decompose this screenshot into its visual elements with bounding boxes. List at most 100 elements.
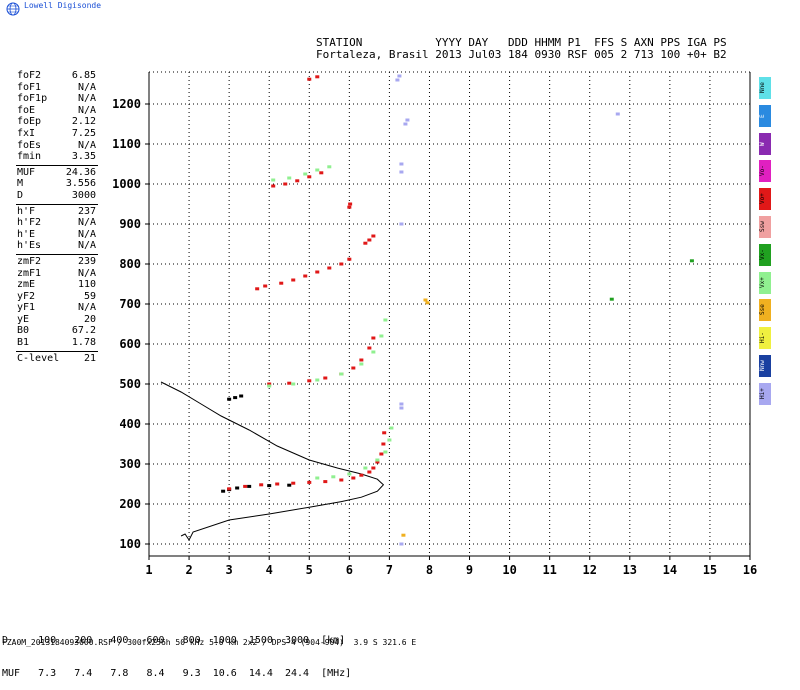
echo-point [359, 473, 364, 477]
param-name: yF1 [17, 302, 36, 314]
echo-point [323, 480, 328, 484]
echo-point [375, 458, 380, 462]
param-row: foEs N/A [0, 140, 98, 152]
echo-point [689, 259, 694, 263]
param-row: foF2 6.85 [0, 70, 98, 82]
echo-point [291, 278, 296, 282]
echo-point [243, 484, 248, 488]
echo-point [287, 483, 292, 487]
x-tick-label: 5 [306, 563, 313, 577]
muf-table-distance-row: D 100 200 400 600 800 1000 1500 3000 [km… [2, 635, 346, 646]
legend-item: Vx- [759, 243, 771, 266]
ionogram-plot: 1 2 3 4 5 6 7 8 9 10 11 12 13 14 15 1610020030040050060… [112, 71, 757, 577]
param-row: M 3.556 [0, 178, 98, 190]
param-value: 239 [77, 255, 96, 267]
echo-point [233, 396, 238, 400]
echo-point [247, 484, 252, 488]
params-separator [16, 164, 98, 166]
legend-item: Hi- [759, 327, 771, 350]
echo-point [295, 179, 300, 183]
param-row: yE 20 [0, 314, 98, 326]
echo-point [307, 480, 312, 484]
legend-item: Vo+ [759, 188, 771, 211]
echo-traces [221, 74, 694, 546]
param-row: zmF2 239 [0, 256, 98, 268]
legend-item: Nne [759, 77, 771, 99]
echo-point [359, 358, 364, 362]
param-name: fxI [17, 127, 36, 139]
echo-point [255, 287, 260, 291]
y-tick-label: 200 [119, 497, 141, 511]
echo-point [348, 202, 353, 206]
param-name: zmF1 [17, 267, 42, 279]
echo-point [397, 74, 402, 78]
echo-point [339, 478, 344, 482]
echo-point [363, 241, 368, 245]
echo-point [399, 162, 404, 166]
param-name: B0 [17, 325, 30, 337]
y-tick-label: 1000 [112, 177, 141, 191]
param-name: zmF2 [17, 255, 42, 267]
param-row: fxI 7.25 [0, 128, 98, 140]
muf-table-muf-row: MUF 7.3 7.4 7.8 8.4 9.3 10.6 14.4 24.4 [… [2, 668, 352, 679]
param-row: yF2 59 [0, 291, 98, 303]
echo-point [291, 382, 296, 386]
echo-point [399, 542, 404, 546]
echo-point [267, 384, 272, 388]
echo-point [227, 397, 232, 401]
x-tick-label: 1 [145, 563, 152, 577]
param-row: h'Es N/A [0, 240, 98, 252]
param-name: M [17, 178, 24, 190]
param-row: h'E N/A [0, 229, 98, 241]
echo-point [399, 406, 404, 410]
x-tick-label: 11 [542, 563, 556, 577]
x-tick-label: 6 [346, 563, 353, 577]
echo-point [399, 402, 404, 406]
y-tick-label: 500 [119, 377, 141, 391]
param-value: 21 [83, 352, 96, 364]
param-value: 110 [77, 279, 96, 291]
density-profile [160, 381, 385, 541]
x-tick-label: 3 [226, 563, 233, 577]
param-name: h'E [17, 228, 36, 240]
echo-point [239, 394, 244, 398]
x-tick-label: 4 [266, 563, 273, 577]
echo-point [375, 460, 380, 464]
params-separator [16, 203, 98, 205]
echo-point [351, 476, 356, 480]
param-row: MUF 24.36 [0, 167, 98, 179]
echo-point [367, 238, 372, 242]
echo-point [371, 466, 376, 470]
legend-item: Nnw [759, 354, 771, 377]
param-value: N/A [77, 104, 96, 116]
echo-point [327, 165, 332, 169]
param-value: 2.12 [71, 116, 96, 128]
legend-item: Vx+ [759, 271, 771, 294]
param-name: h'Es [17, 240, 42, 252]
param-value: 7.25 [71, 127, 96, 139]
echo-point [371, 234, 376, 238]
x-tick-label: 2 [185, 563, 192, 577]
param-row: C-level 21 [0, 353, 98, 365]
echo-point [395, 78, 400, 82]
legend-item: Vo- [759, 160, 771, 183]
param-value: N/A [77, 93, 96, 105]
echo-point [319, 171, 324, 175]
echo-point [405, 118, 410, 122]
echo-point [267, 382, 272, 386]
echo-point [339, 262, 344, 266]
param-row: h'F2 N/A [0, 217, 98, 229]
param-name: D [17, 189, 24, 201]
param-name: foF2 [17, 70, 42, 81]
echo-point [331, 475, 336, 479]
x-tick-label: 7 [386, 563, 393, 577]
echo-point [271, 178, 276, 182]
param-row: B0 67.2 [0, 325, 98, 337]
scaled-parameters-panel: foF2 6.85 foF1 N/A foF1p N/A foE N/A foEp 2.12 fxI… [0, 70, 98, 364]
echo-point [609, 297, 614, 301]
y-tick-label: 700 [119, 297, 141, 311]
echo-point [267, 484, 272, 488]
echo-point [227, 487, 232, 491]
x-tick-label: 12 [583, 563, 597, 577]
param-row: B1 1.78 [0, 337, 98, 349]
